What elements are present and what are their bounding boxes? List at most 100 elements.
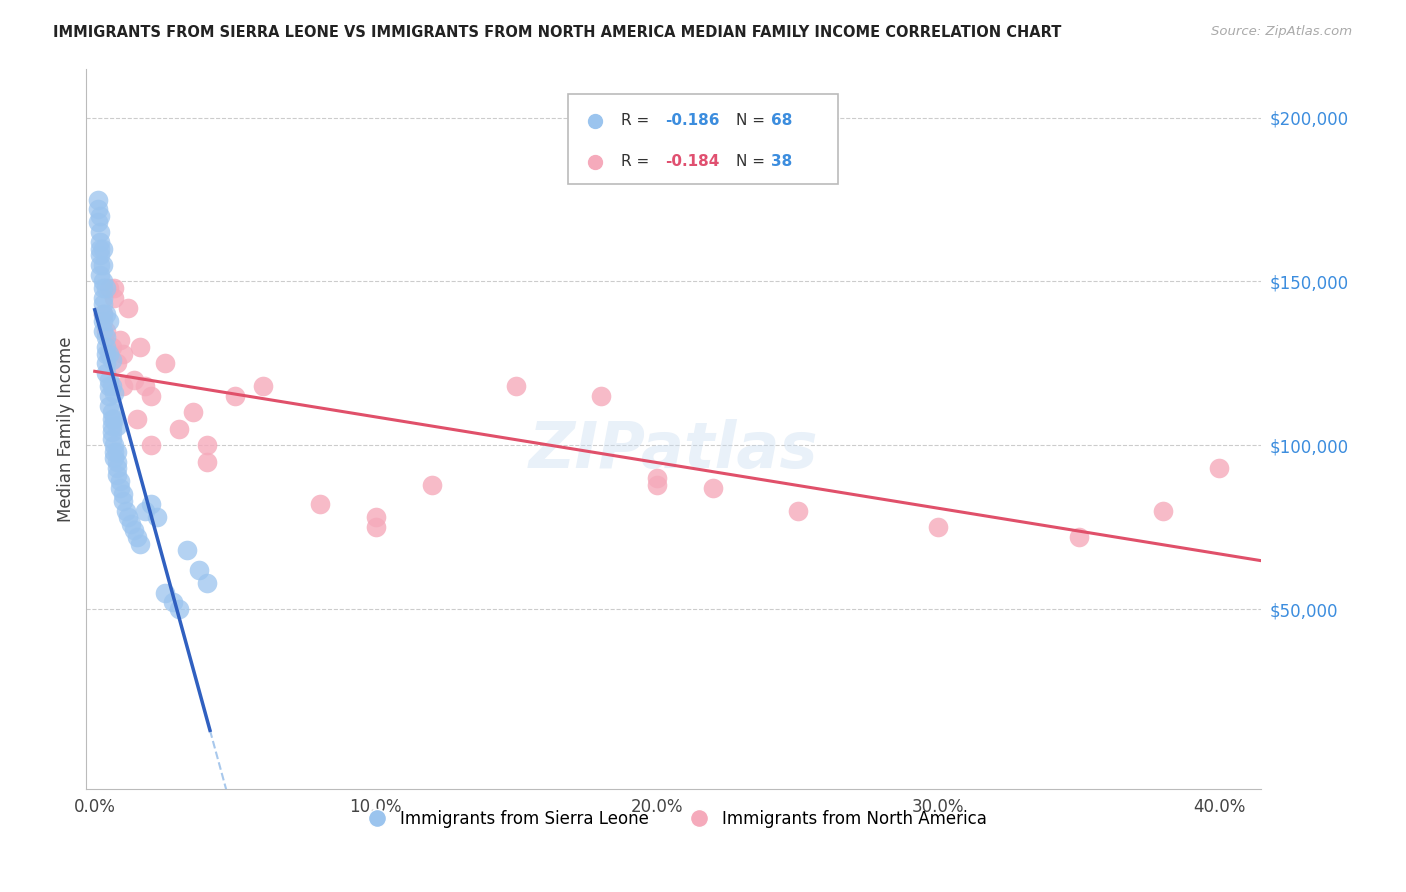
Point — [111, 346, 134, 360]
Point — [108, 481, 131, 495]
Point — [105, 455, 128, 469]
Point — [134, 379, 156, 393]
Point — [103, 291, 125, 305]
Point — [91, 307, 114, 321]
Point — [139, 438, 162, 452]
Point — [111, 494, 134, 508]
Point — [105, 461, 128, 475]
Point — [187, 563, 209, 577]
Point — [589, 389, 612, 403]
Point — [195, 575, 218, 590]
Point — [702, 481, 724, 495]
Text: R =: R = — [621, 113, 654, 128]
Point — [645, 477, 668, 491]
Point — [91, 258, 114, 272]
Point — [195, 438, 218, 452]
Point — [645, 471, 668, 485]
Point — [91, 314, 114, 328]
Point — [111, 379, 134, 393]
Point — [786, 504, 808, 518]
Point — [100, 412, 122, 426]
Point — [97, 314, 120, 328]
Text: ZIPatlas: ZIPatlas — [529, 419, 818, 482]
Point — [364, 520, 387, 534]
Legend: Immigrants from Sierra Leone, Immigrants from North America: Immigrants from Sierra Leone, Immigrants… — [354, 804, 994, 835]
Point — [89, 248, 111, 262]
Point — [94, 356, 117, 370]
Point — [505, 379, 527, 393]
Point — [97, 373, 120, 387]
Point — [125, 412, 148, 426]
Point — [114, 504, 136, 518]
Point — [308, 497, 330, 511]
Text: -0.186: -0.186 — [665, 113, 720, 128]
Point — [97, 281, 120, 295]
Point — [100, 353, 122, 368]
Point — [128, 536, 150, 550]
Point — [122, 373, 145, 387]
Point — [111, 487, 134, 501]
Point — [927, 520, 949, 534]
Point — [100, 432, 122, 446]
Text: -0.184: -0.184 — [665, 154, 720, 169]
Point — [139, 497, 162, 511]
Point — [89, 209, 111, 223]
Point — [1067, 530, 1090, 544]
Point — [108, 475, 131, 489]
Y-axis label: Median Family Income: Median Family Income — [58, 336, 75, 522]
Point — [103, 451, 125, 466]
Point — [181, 405, 204, 419]
Point — [86, 193, 108, 207]
Point — [100, 379, 122, 393]
Point — [94, 340, 117, 354]
Point — [97, 399, 120, 413]
Point — [128, 340, 150, 354]
Point — [162, 595, 184, 609]
Point — [134, 504, 156, 518]
Point — [103, 438, 125, 452]
Point — [94, 366, 117, 380]
Point — [100, 425, 122, 439]
Text: Source: ZipAtlas.com: Source: ZipAtlas.com — [1212, 25, 1353, 38]
Point — [94, 281, 117, 295]
Point — [94, 330, 117, 344]
Point — [176, 543, 198, 558]
Point — [89, 258, 111, 272]
Point — [145, 510, 167, 524]
Point — [89, 268, 111, 282]
Point — [364, 510, 387, 524]
Point — [139, 389, 162, 403]
Point — [195, 455, 218, 469]
Point — [420, 477, 443, 491]
Point — [97, 346, 120, 360]
Point — [91, 324, 114, 338]
Point — [117, 510, 139, 524]
Point — [105, 418, 128, 433]
Point — [153, 356, 176, 370]
Point — [100, 418, 122, 433]
Text: 68: 68 — [772, 113, 793, 128]
Point — [86, 202, 108, 217]
Point — [94, 307, 117, 321]
Text: N =: N = — [737, 113, 770, 128]
Point — [122, 524, 145, 538]
Point — [167, 422, 190, 436]
Point — [100, 340, 122, 354]
Point — [94, 346, 117, 360]
Point — [117, 301, 139, 315]
Point — [97, 379, 120, 393]
Text: N =: N = — [737, 154, 770, 169]
Point — [105, 445, 128, 459]
Point — [91, 307, 114, 321]
Point — [252, 379, 274, 393]
Point — [91, 281, 114, 295]
Text: 38: 38 — [772, 154, 793, 169]
Point — [86, 215, 108, 229]
Point — [103, 385, 125, 400]
Text: IMMIGRANTS FROM SIERRA LEONE VS IMMIGRANTS FROM NORTH AMERICA MEDIAN FAMILY INCO: IMMIGRANTS FROM SIERRA LEONE VS IMMIGRAN… — [53, 25, 1062, 40]
Point — [153, 585, 176, 599]
Point — [97, 389, 120, 403]
Point — [1152, 504, 1174, 518]
Point — [91, 275, 114, 289]
Point — [108, 334, 131, 348]
